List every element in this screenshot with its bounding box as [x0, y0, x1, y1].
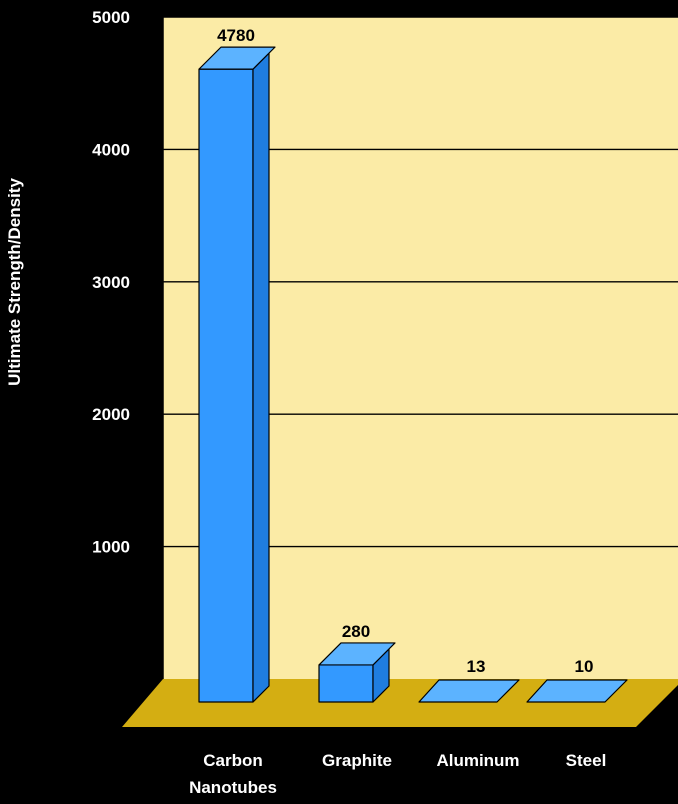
y-axis-label: Ultimate Strength/Density: [5, 178, 24, 386]
data-label: 10: [575, 657, 594, 676]
y-tick-label: 2000: [92, 405, 130, 424]
bar-top-face: [198, 46, 276, 70]
bars: [198, 46, 628, 703]
data-label: 280: [342, 622, 370, 641]
x-tick-label: Steel: [566, 751, 607, 770]
y-tick-label: 4000: [92, 140, 130, 159]
bar: [418, 679, 520, 703]
bar-top-face: [418, 679, 520, 703]
data-labels: 4780 280 13 10: [217, 26, 593, 676]
bar-side-face: [252, 52, 270, 703]
x-tick-label: Carbon Nanotubes: [189, 751, 277, 797]
bar: [526, 679, 628, 703]
bar-top-face: [526, 679, 628, 703]
bar-front-face: [198, 68, 254, 703]
y-tick-labels: 1000 2000 3000 4000 5000: [92, 8, 130, 557]
bar-front-face: [318, 664, 374, 703]
bar: [198, 46, 276, 703]
y-tick-label: 3000: [92, 273, 130, 292]
data-label: 4780: [217, 26, 255, 45]
x-tick-label: Aluminum: [436, 751, 519, 770]
x-tick-labels: Carbon Nanotubes Graphite Aluminum Steel: [189, 751, 606, 797]
y-tick-label: 5000: [92, 8, 130, 27]
bar-top-face: [318, 642, 396, 666]
data-label: 13: [467, 657, 486, 676]
x-tick-label: Graphite: [322, 751, 392, 770]
bar: [318, 642, 396, 703]
y-tick-label: 1000: [92, 538, 130, 557]
